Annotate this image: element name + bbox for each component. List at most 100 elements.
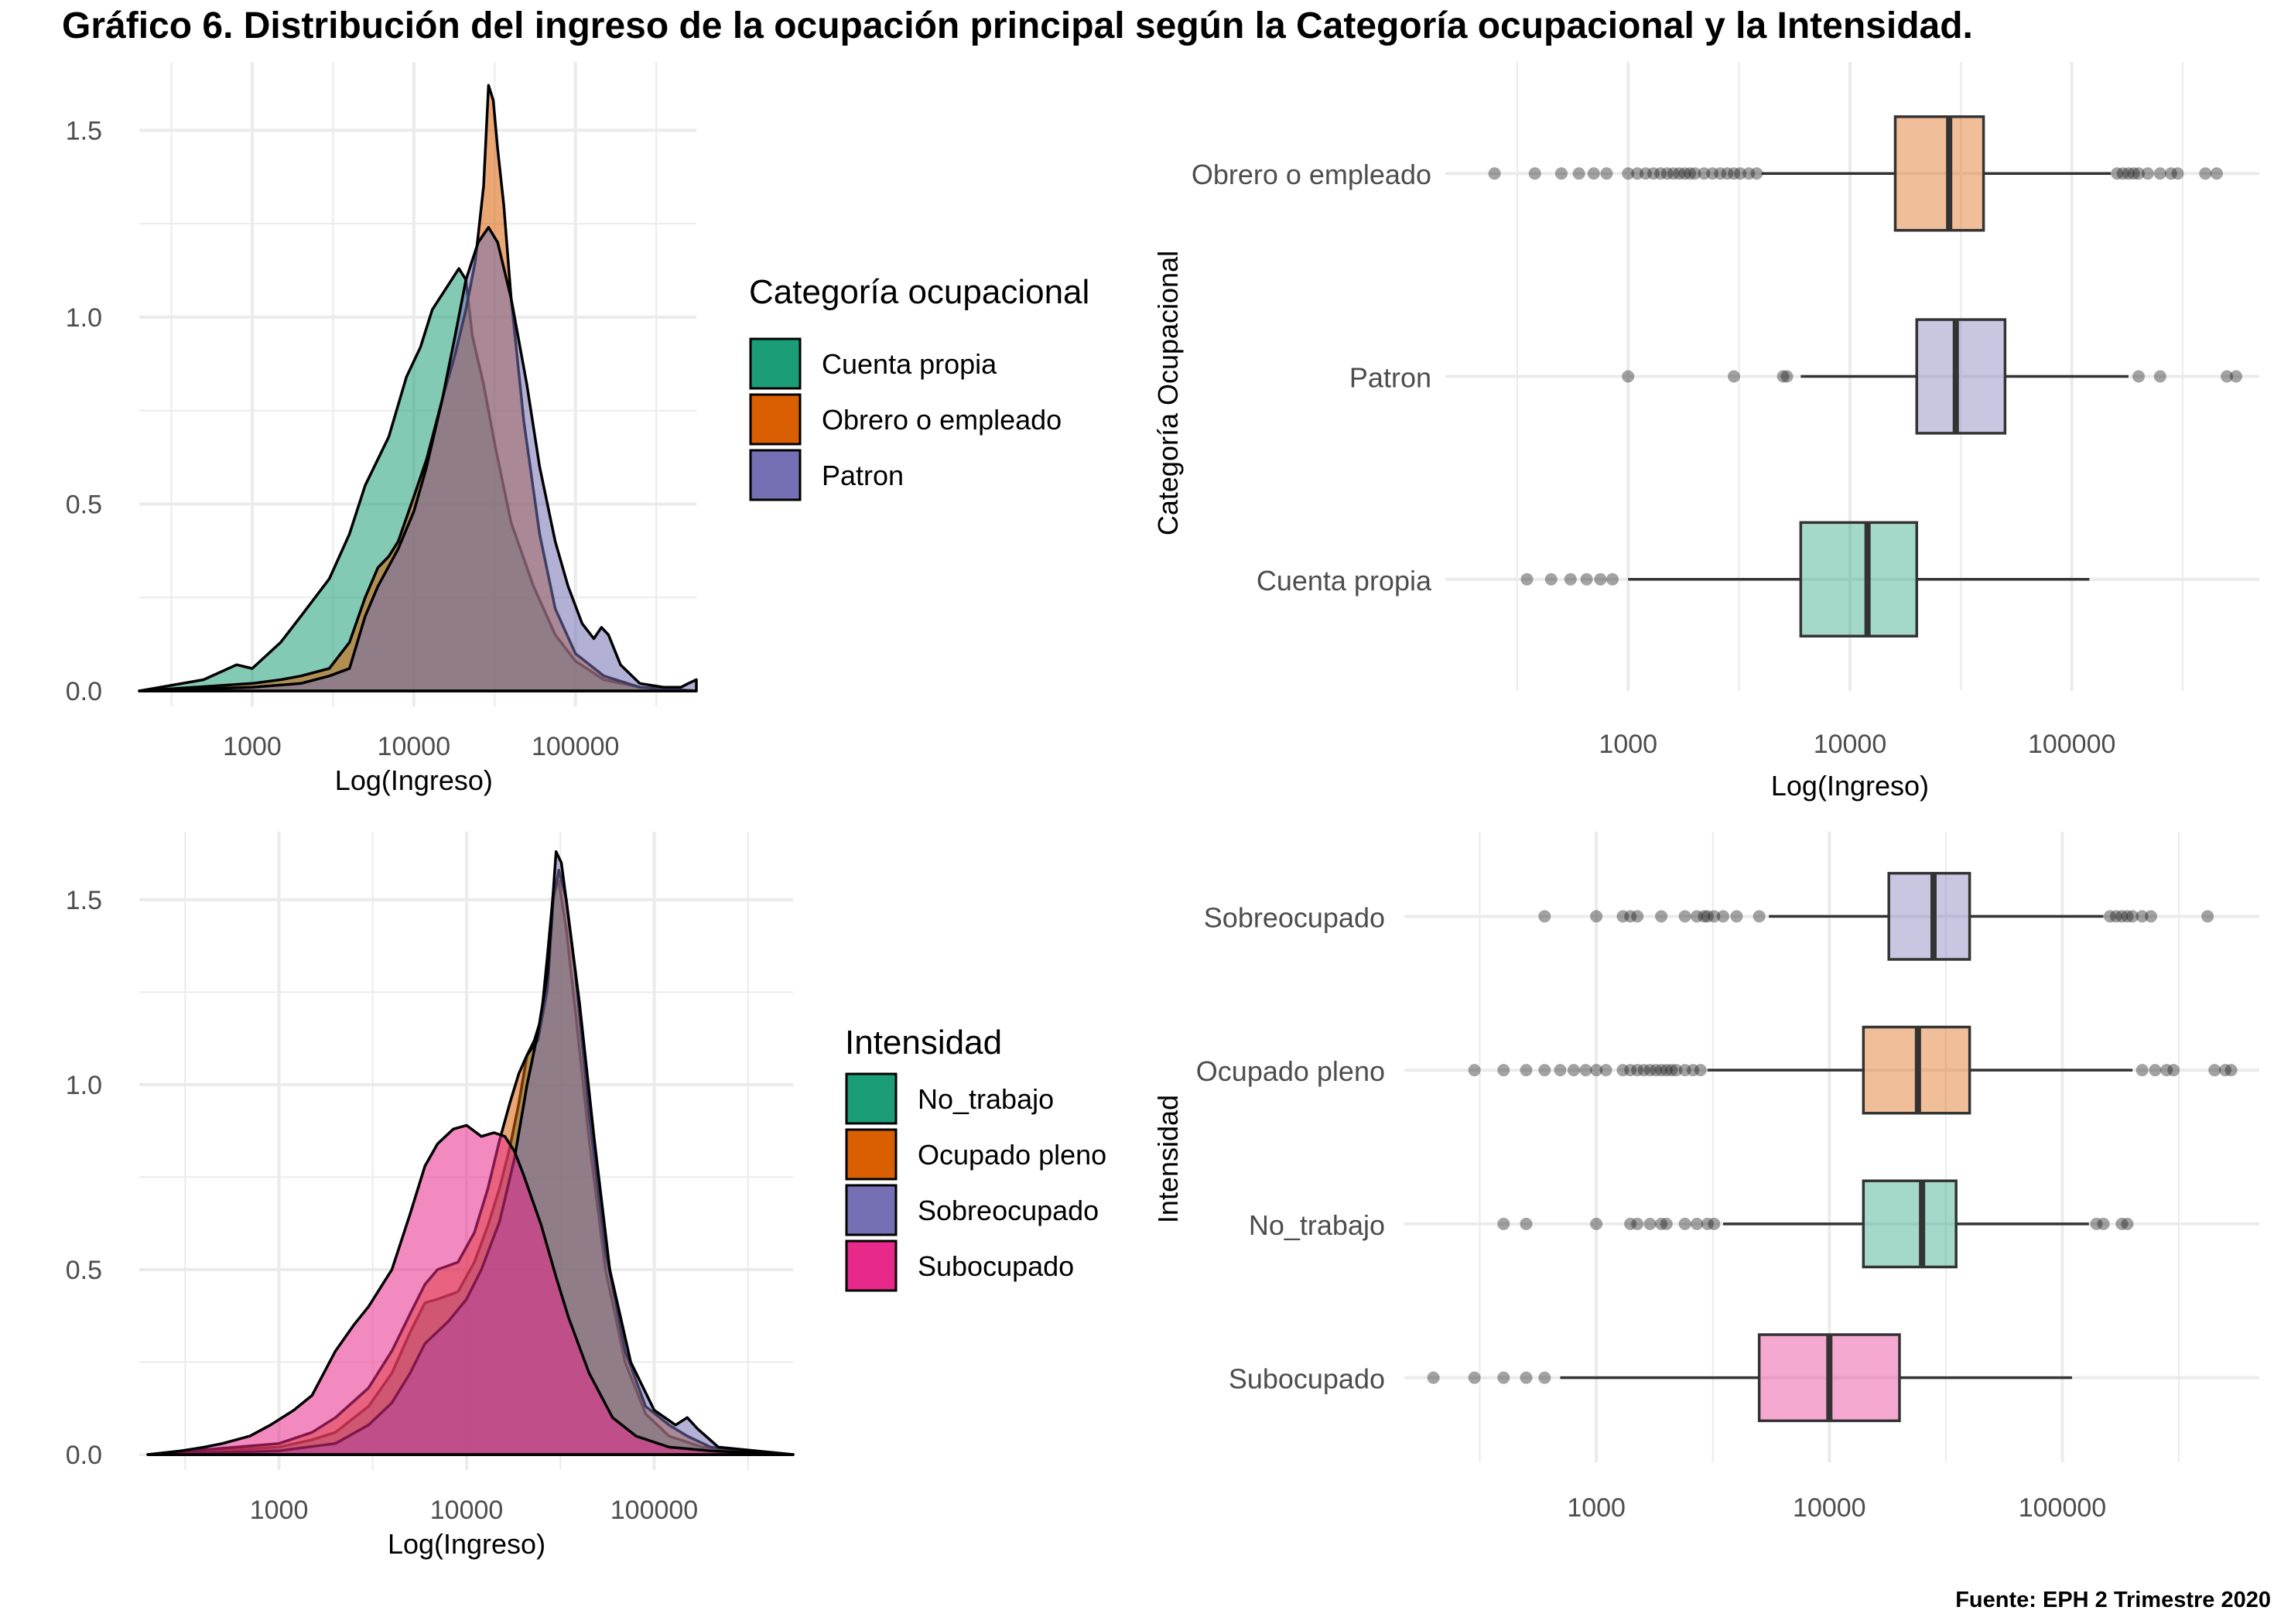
density-curve-patron xyxy=(138,226,698,692)
outlier-point xyxy=(1639,167,1652,180)
y-axis-label: Intensidad xyxy=(1152,1095,1184,1223)
y-tick-label: 0.5 xyxy=(66,490,102,519)
outlier-point xyxy=(1678,167,1691,180)
outlier-point xyxy=(1624,1064,1637,1077)
legend-swatch xyxy=(845,1184,898,1236)
outlier-point xyxy=(2090,1217,2103,1230)
outlier-point xyxy=(2218,1064,2231,1077)
outlier-point xyxy=(1497,1371,1510,1384)
outlier-point xyxy=(1528,167,1541,180)
outlier-point xyxy=(1616,910,1629,923)
outlier-point xyxy=(2132,370,2146,383)
outlier-point xyxy=(1647,167,1660,180)
box-no-trabajo xyxy=(1862,1179,1958,1269)
outlier-point xyxy=(1691,910,1704,923)
y-category-label: Patron xyxy=(1349,362,1431,394)
x-axis-label: Log(Ingreso) xyxy=(335,764,493,796)
outlier-point xyxy=(1728,370,1741,383)
outlier-point xyxy=(1605,573,1619,586)
outlier-point xyxy=(1750,167,1763,180)
outlier-point xyxy=(1650,1064,1663,1077)
outlier-point xyxy=(2115,910,2129,923)
outlier-point xyxy=(1706,167,1719,180)
outlier-point xyxy=(1564,573,1577,586)
outlier-point xyxy=(1780,370,1794,383)
legend-item-label: No_trabajo xyxy=(918,1083,1054,1115)
outlier-point xyxy=(2136,1064,2149,1077)
outlier-point xyxy=(2115,1217,2129,1230)
outlier-point xyxy=(2126,910,2139,923)
y-tick-label: 0.0 xyxy=(66,677,102,706)
x-tick-label: 1000 xyxy=(223,732,282,761)
outlier-point xyxy=(1655,1217,1668,1230)
x-tick-label: 100000 xyxy=(610,1496,698,1525)
y-tick-label: 1.5 xyxy=(66,116,102,145)
y-axis-label: Categoría Ocupacional xyxy=(1152,251,1184,535)
outlier-point xyxy=(2116,167,2129,180)
outlier-point xyxy=(1678,1217,1691,1230)
outlier-point xyxy=(2141,167,2154,180)
outlier-point xyxy=(1631,167,1644,180)
outlier-point xyxy=(1631,1064,1644,1077)
outlier-point xyxy=(1687,1064,1700,1077)
outlier-point xyxy=(2153,370,2166,383)
outlier-point xyxy=(2132,167,2146,180)
outlier-point xyxy=(2224,1064,2238,1077)
outlier-point xyxy=(1698,910,1711,923)
outlier-point xyxy=(1716,910,1729,923)
outlier-point xyxy=(1655,1064,1668,1077)
outlier-point xyxy=(2164,167,2177,180)
x-axis-label: Log(Ingreso) xyxy=(1771,770,1929,802)
outlier-point xyxy=(2109,910,2122,923)
outlier-point xyxy=(2229,370,2242,383)
chart-title: Gráfico 6. Distribución del ingreso de l… xyxy=(62,5,1973,46)
outlier-point xyxy=(2144,910,2157,923)
outlier-point xyxy=(1520,1064,1533,1077)
boxplot-panel-categoria: Obrero o empleado Patron Cuenta propia 1000… xyxy=(1152,62,2259,802)
outlier-point xyxy=(2167,1064,2180,1077)
y-tick-label: 0.5 xyxy=(66,1256,102,1285)
outlier-point xyxy=(1728,167,1741,180)
outlier-point xyxy=(1497,1217,1510,1230)
outlier-point xyxy=(1624,910,1637,923)
outlier-point xyxy=(1660,167,1674,180)
x-tick-label: 10000 xyxy=(1814,730,1887,759)
outlier-point xyxy=(1580,573,1593,586)
legend-title: Categoría ocupacional xyxy=(749,273,1089,311)
outlier-point xyxy=(2208,1064,2221,1077)
outlier-point xyxy=(2171,167,2184,180)
legend-item-label: Obrero o empleado xyxy=(822,404,1062,436)
outlier-point xyxy=(2199,167,2212,180)
legend-item-label: Cuenta propia xyxy=(822,348,997,380)
outlier-point xyxy=(1600,167,1613,180)
y-category-label: Sobreocupado xyxy=(1204,901,1385,933)
outlier-point xyxy=(1497,1064,1510,1077)
outlier-point xyxy=(1753,910,1766,923)
outlier-point xyxy=(1698,167,1711,180)
outlier-point xyxy=(1587,167,1600,180)
outlier-point xyxy=(1544,573,1558,586)
legend-item-label: Subocupado xyxy=(918,1250,1074,1282)
outlier-point xyxy=(1694,1064,1707,1077)
outlier-point xyxy=(1622,370,1635,383)
outlier-point xyxy=(1572,167,1585,180)
outlier-point xyxy=(1678,1064,1691,1077)
y-tick-label: 0.0 xyxy=(66,1441,102,1470)
x-axis-label: Log(Ingreso) xyxy=(388,1528,545,1560)
x-tick-label: 1000 xyxy=(250,1496,309,1525)
outlier-point xyxy=(2097,1217,2110,1230)
outlier-point xyxy=(2111,167,2124,180)
source-caption: Fuente: EPH 2 Trimestre 2020 xyxy=(1955,1588,2271,1612)
outlier-point xyxy=(2149,1064,2162,1077)
outlier-point xyxy=(1631,1217,1644,1230)
outlier-point xyxy=(1673,167,1686,180)
legend-item-label: Ocupado pleno xyxy=(918,1139,1106,1171)
outlier-point xyxy=(1721,167,1734,180)
y-tick-label: 1.0 xyxy=(66,303,102,333)
outlier-point xyxy=(1776,370,1790,383)
y-tick-label: 1.5 xyxy=(66,886,102,915)
legend-swatch xyxy=(845,1128,898,1181)
outlier-point xyxy=(1468,1064,1481,1077)
x-tick-label: 10000 xyxy=(378,732,451,761)
outlier-point xyxy=(1624,1217,1637,1230)
